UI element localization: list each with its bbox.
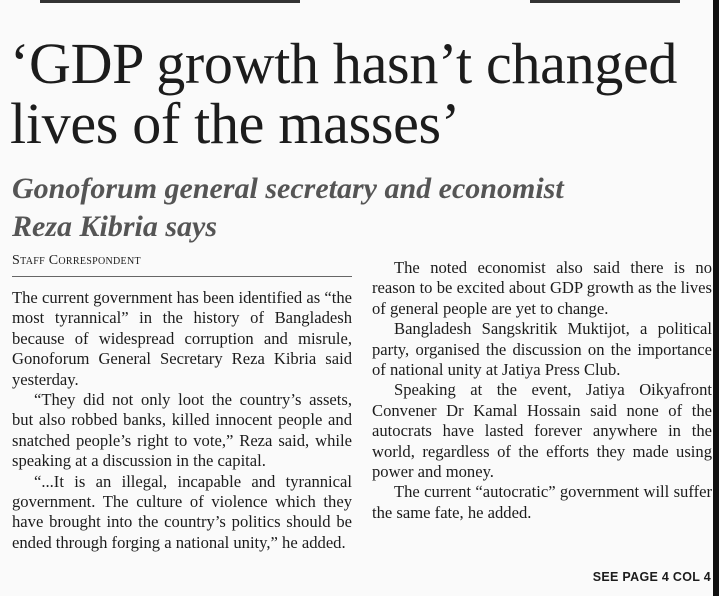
divider — [12, 276, 352, 277]
decor-strip — [530, 0, 680, 3]
headline-line: ‘GDP growth hasn’t changed — [10, 31, 678, 96]
column: The noted economist also said there is n… — [372, 258, 712, 523]
page-edge — [713, 0, 719, 596]
paragraph: The current government has been identifi… — [12, 288, 352, 389]
byline: Staff Correspondent — [12, 253, 141, 268]
decor-strip — [40, 0, 300, 3]
paragraph: The noted economist also said there is n… — [372, 258, 712, 318]
subheadline: Gonoforum general secretary and economis… — [12, 170, 712, 246]
paragraph: Speaking at the event, Jatiya Oikyafront… — [372, 380, 712, 482]
headline: ‘GDP growth hasn’t changed lives of the m… — [10, 34, 710, 154]
paragraph: “...It is an illegal, incapable and tyra… — [12, 471, 352, 552]
paragraph: Bangladesh Sangskritik Muktijot, a polit… — [372, 319, 712, 380]
headline-line: lives of the masses’ — [10, 91, 460, 156]
subheadline-line: Reza Kibria says — [12, 210, 218, 243]
jump-line: SEE PAGE 4 COL 4 — [592, 570, 711, 584]
paragraph: “They did not only loot the country’s as… — [12, 390, 352, 471]
paragraph: The current “autocratic” government will… — [372, 482, 712, 522]
subheadline-line: Gonoforum general secretary and economis… — [12, 172, 564, 205]
column: The current government has been identifi… — [12, 288, 352, 553]
